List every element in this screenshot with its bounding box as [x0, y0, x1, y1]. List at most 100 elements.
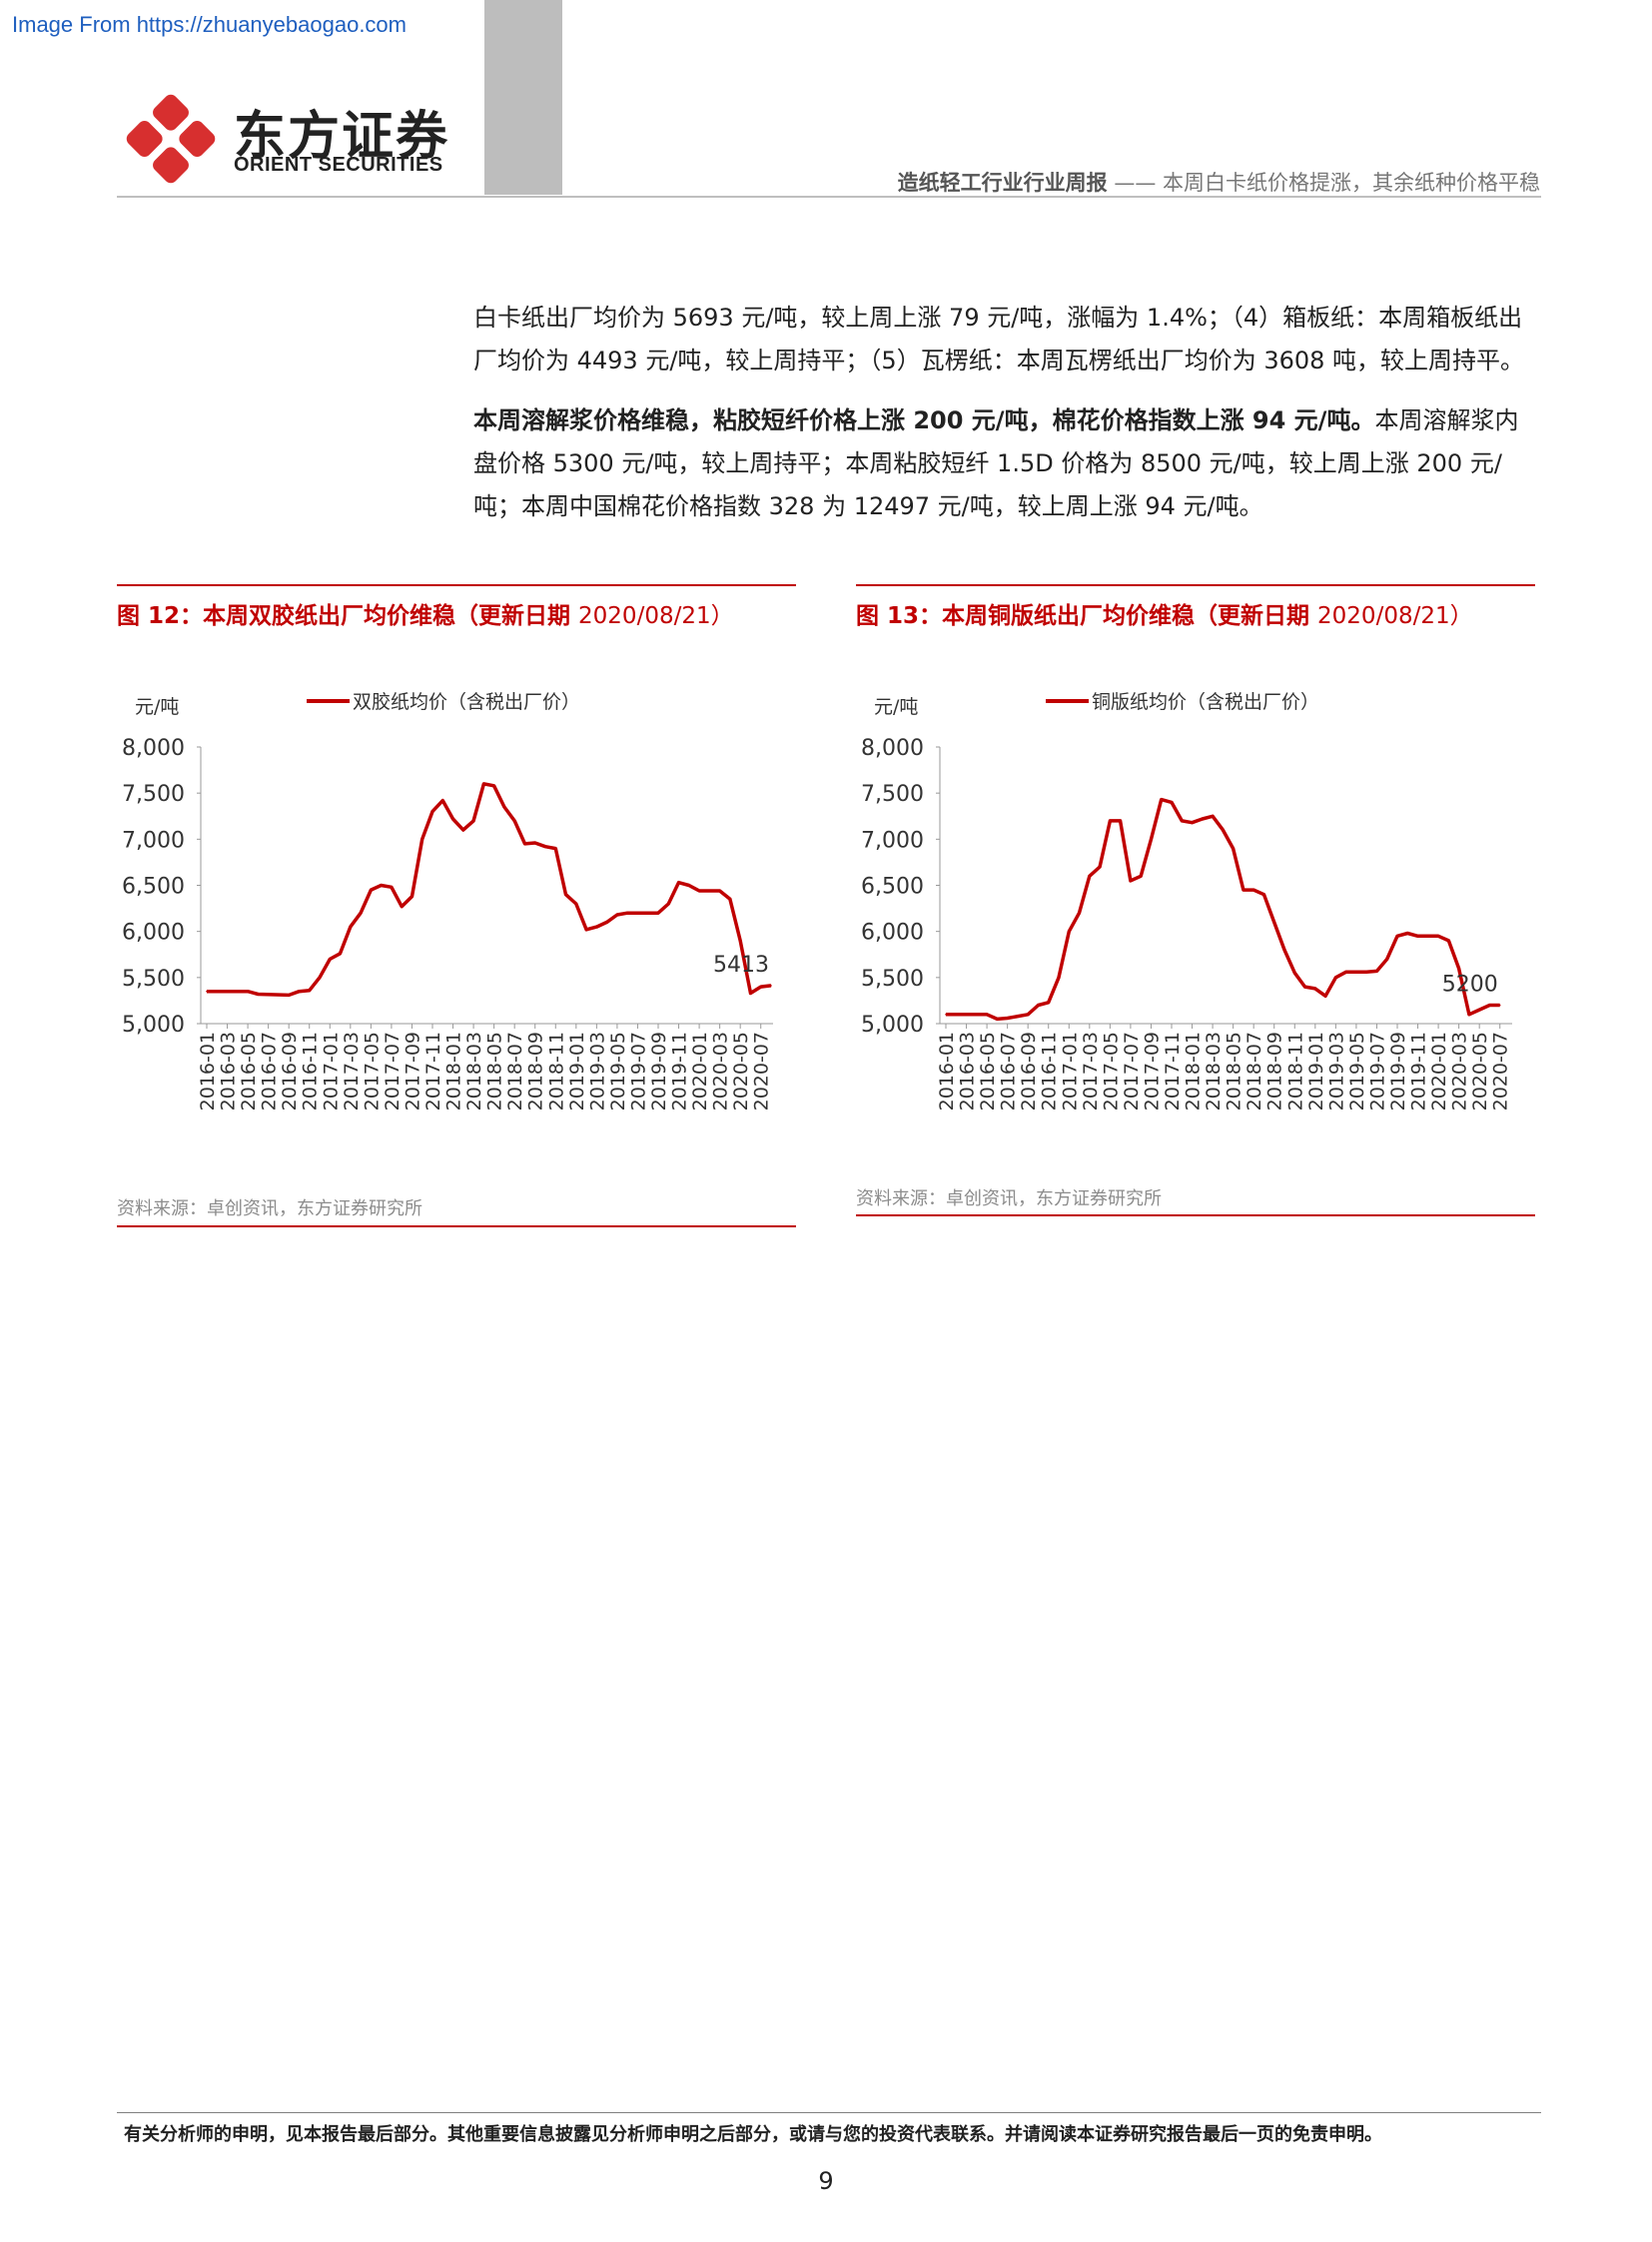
paragraph-2-lead: 本周溶解浆价格维稳，粘胶短纤价格上涨 200 元/吨，棉花价格指数上涨 94 元…: [473, 406, 1375, 434]
watermark-link[interactable]: Image From https://zhuanyebaogao.com: [12, 12, 407, 37]
figure-12-bottom-rule: [117, 1225, 796, 1227]
x-tick-label: 2018-05: [484, 1032, 506, 1111]
logo-mark-icon: [126, 94, 216, 184]
data-point: [770, 985, 772, 987]
x-tick-label: 2016-03: [218, 1032, 240, 1111]
data-point: [329, 958, 332, 961]
data-point: [1375, 970, 1378, 973]
data-point: [1078, 912, 1081, 914]
x-tick-label: 2020-03: [1449, 1032, 1471, 1111]
data-point: [482, 783, 485, 785]
legend-label: 铜版纸均价（含税出厂价）: [1092, 691, 1319, 713]
data-point: [626, 912, 628, 914]
data-point: [1058, 977, 1060, 979]
data-point: [1068, 930, 1071, 933]
y-tick-label: 7,000: [861, 828, 924, 853]
x-tick-label: 2016-09: [1018, 1032, 1040, 1111]
data-point: [575, 903, 577, 905]
data-point: [1047, 1001, 1050, 1004]
x-tick-label: 2019-03: [586, 1032, 608, 1111]
legend-label: 双胶纸均价（含税出厂价）: [353, 691, 580, 713]
data-point: [646, 912, 649, 914]
data-point: [1202, 818, 1204, 820]
x-tick-label: 2016-05: [977, 1032, 999, 1111]
x-tick-label: 2019-03: [1325, 1032, 1347, 1111]
x-tick-label: 2016-07: [998, 1032, 1020, 1111]
figure-13-bottom-rule: [856, 1214, 1535, 1216]
data-point: [441, 799, 444, 802]
x-tick-label: 2020-05: [1469, 1032, 1491, 1111]
logo-chinese-name: 东方证券: [234, 107, 450, 167]
y-tick-label: 7,500: [122, 782, 185, 807]
x-tick-label: 2019-05: [1346, 1032, 1368, 1111]
running-header: 造纸轻工行业行业周报 —— 本周白卡纸价格提涨，其余纸种价格平稳: [898, 167, 1540, 197]
x-tick-label: 2018-03: [463, 1032, 485, 1111]
data-point: [1468, 1013, 1470, 1016]
data-point: [585, 929, 587, 931]
data-point: [1119, 820, 1122, 822]
data-point: [1385, 958, 1388, 961]
x-tick-label: 2019-01: [1305, 1032, 1327, 1111]
x-tick-label: 2017-07: [1121, 1032, 1143, 1111]
data-point: [513, 820, 515, 822]
y-unit-label: 元/吨: [874, 696, 918, 718]
y-tick-label: 6,500: [861, 875, 924, 900]
data-point: [1171, 801, 1173, 804]
data-point: [1457, 967, 1460, 970]
data-point: [308, 989, 311, 992]
data-point: [1334, 977, 1337, 979]
y-tick-label: 5,000: [861, 1013, 924, 1038]
data-point: [472, 820, 474, 822]
y-tick-label: 5,500: [861, 967, 924, 992]
x-tick-label: 2017-11: [1162, 1032, 1184, 1111]
data-point: [1232, 847, 1235, 850]
data-point: [1089, 875, 1091, 878]
data-point: [1314, 988, 1316, 990]
data-point: [431, 810, 433, 813]
data-point: [1130, 880, 1132, 882]
data-point: [462, 829, 464, 831]
x-tick-label: 2019-09: [648, 1032, 670, 1111]
data-point: [688, 884, 690, 887]
header-rule: [117, 196, 1541, 198]
data-point: [1488, 1004, 1491, 1007]
data-point: [288, 994, 290, 997]
x-tick-label: 2018-09: [1264, 1032, 1286, 1111]
data-point: [657, 912, 659, 914]
header-gray-block: [484, 0, 562, 195]
x-tick-label: 2019-09: [1387, 1032, 1409, 1111]
data-point: [380, 884, 383, 887]
data-point: [451, 818, 454, 820]
data-point: [1437, 935, 1439, 938]
data-point: [1160, 798, 1163, 801]
data-point: [370, 889, 373, 891]
data-point: [1037, 1004, 1040, 1007]
data-point: [401, 905, 403, 908]
data-point: [1140, 875, 1142, 878]
x-tick-label: 2017-09: [402, 1032, 423, 1111]
figure-title: 图 12：本周双胶纸出厂均价维稳（更新日期 2020/08/21）: [117, 596, 796, 630]
data-point: [1498, 1004, 1501, 1007]
data-point: [319, 977, 321, 979]
data-point: [339, 953, 342, 955]
data-point: [636, 912, 639, 914]
data-point: [1212, 815, 1214, 818]
x-tick-label: 2017-09: [1141, 1032, 1163, 1111]
series-line: [946, 797, 1500, 1022]
data-point: [739, 940, 741, 942]
data-point: [533, 842, 536, 844]
data-point: [492, 784, 495, 787]
y-tick-label: 8,000: [122, 736, 185, 761]
data-point: [718, 890, 721, 892]
x-tick-label: 2016-01: [936, 1032, 958, 1111]
x-tick-label: 2018-09: [525, 1032, 547, 1111]
paragraph-2: 本周溶解浆价格维稳，粘胶短纤价格上涨 200 元/吨，棉花价格指数上涨 94 元…: [473, 399, 1540, 528]
data-point: [1006, 1017, 1009, 1020]
x-tick-label: 2017-11: [422, 1032, 444, 1111]
data-point: [1150, 838, 1153, 841]
data-point: [1272, 921, 1275, 924]
figure-title: 图 13：本周铜版纸出厂均价维稳（更新日期 2020/08/21）: [856, 596, 1535, 630]
data-point: [1344, 971, 1347, 974]
data-point: [1303, 986, 1306, 988]
data-point: [1324, 995, 1326, 998]
